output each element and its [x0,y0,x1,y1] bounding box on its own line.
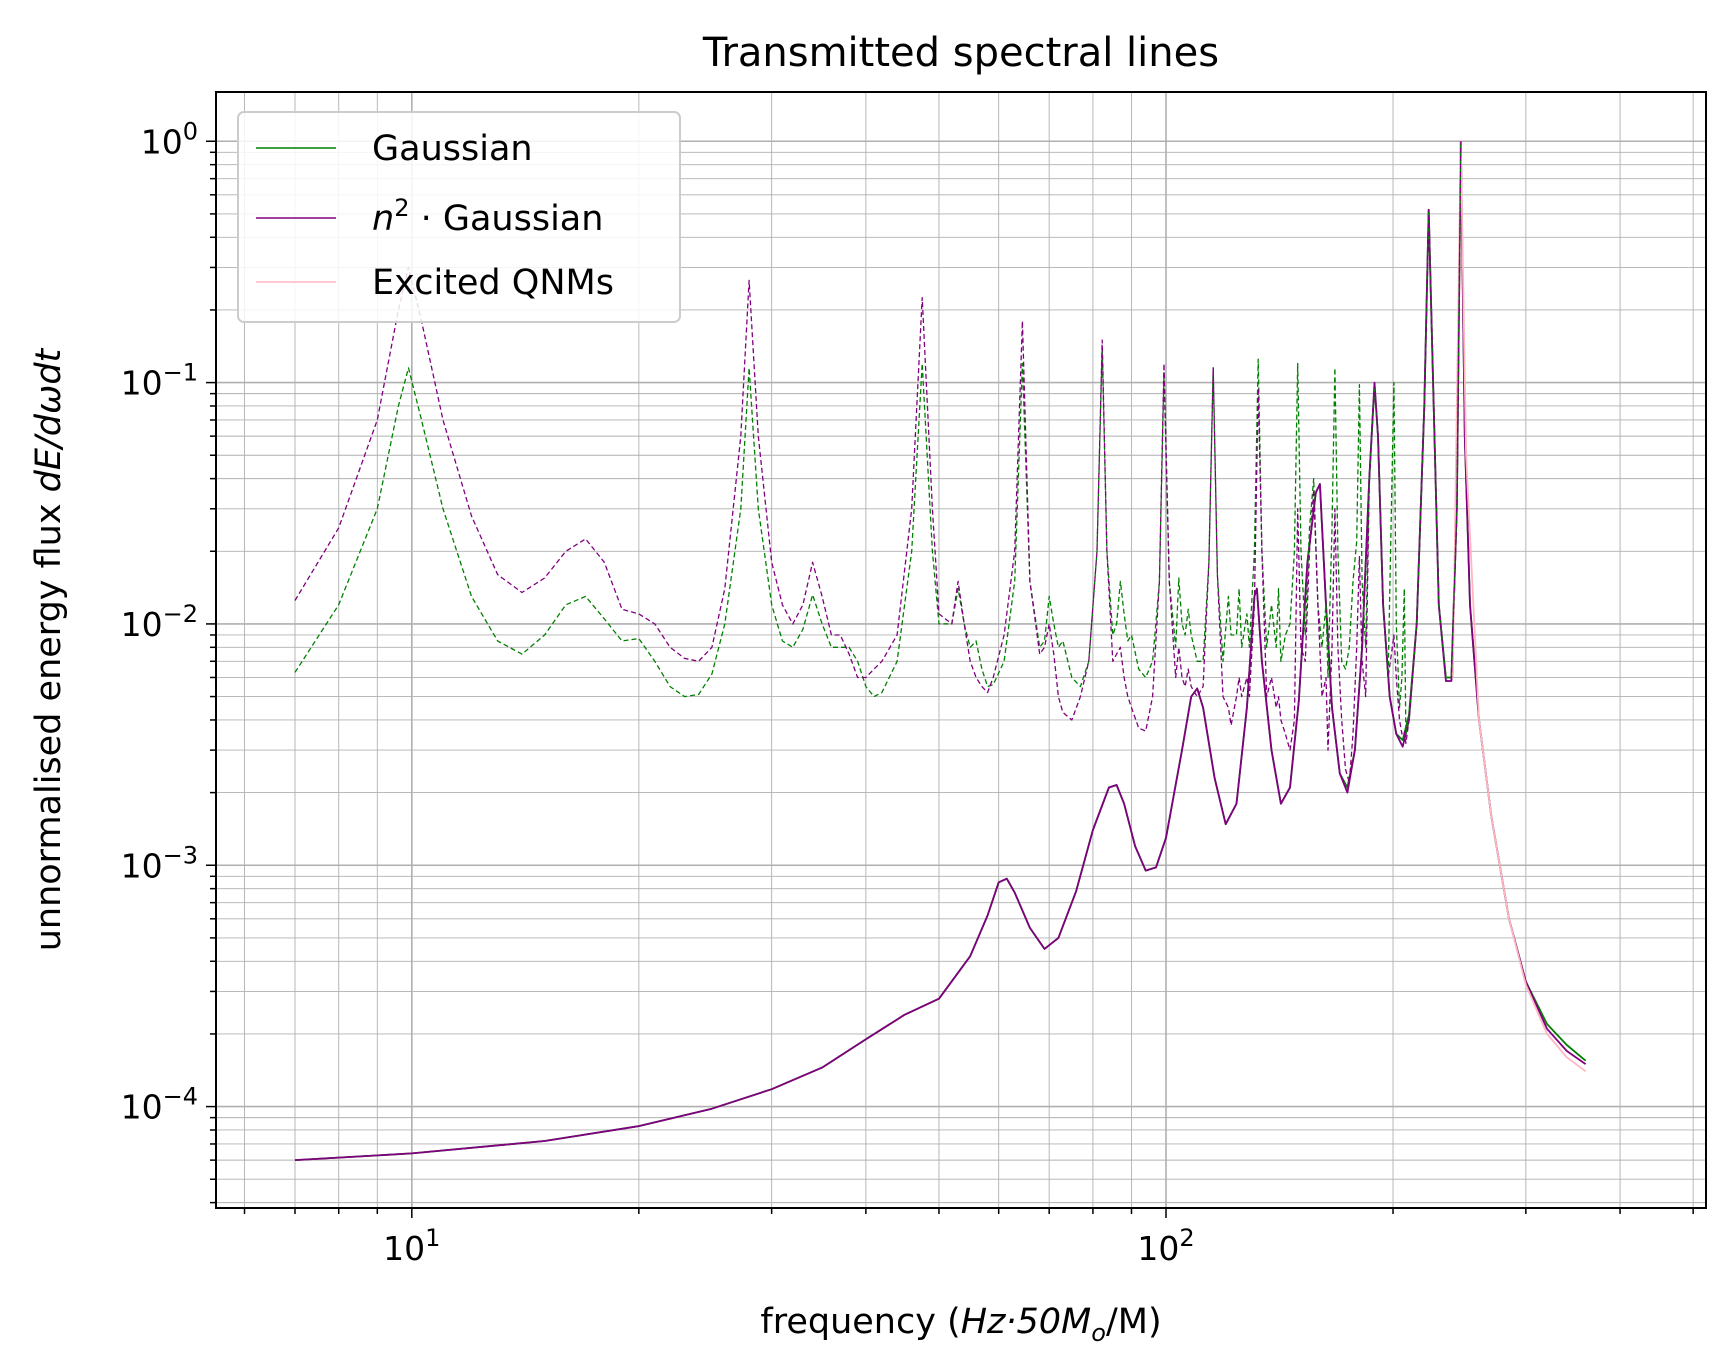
y-axis-label-math: dE/dωdt [29,347,69,492]
chart-title: Transmitted spectral lines [702,30,1219,76]
x-tick-label-base: 10 [1137,1229,1179,1268]
series-layer [294,140,1587,1161]
y-tick-label: 100 [141,117,198,161]
x-axis-label-suffix: /M) [1106,1302,1162,1342]
x-axis-label-prefix: frequency ( [760,1302,960,1342]
x-axis-label-math: Hz·50M [961,1302,1092,1342]
series-line-dashed-4 [294,141,1462,784]
legend-label-gaussian: Gaussian [372,129,533,169]
x-tick-label: 101 [383,1224,440,1268]
y-tick-label-base: 10 [121,364,163,403]
legend-label-n2-rest: · Gaussian [409,199,603,239]
x-tick-label-exponent: 2 [1179,1224,1194,1252]
y-tick-label-base: 10 [141,122,183,161]
y-tick-label: 10−3 [121,841,198,885]
legend-label-n2-gaussian: n2 · Gaussian [372,194,603,239]
x-tick-label-exponent: 1 [425,1224,440,1252]
y-tick-label-base: 10 [121,1088,163,1127]
x-tick-label-base: 10 [383,1229,425,1268]
y-tick-label-base: 10 [121,846,163,885]
legend-label-excited-qnms: Excited QNMs [372,263,614,303]
y-tick-label-exponent: −1 [163,359,198,387]
y-tick-label: 10−4 [121,1083,198,1127]
legend-label-n2-superscript: 2 [394,194,409,222]
series-line-dashed-3 [294,141,1462,735]
y-axis-label-prefix: unnormalised energy flux [29,492,69,951]
legend-label-n2-math: n [372,199,394,239]
legend: Gaussian n2 · Gaussian Excited QNMs [237,111,681,323]
x-tick-label: 102 [1137,1224,1194,1268]
y-tick-label: 10−1 [121,359,198,403]
x-axis-label: frequency (Hz·50Mo/M) [760,1302,1161,1347]
plot-frame [215,91,1707,1209]
series-line-2 [1451,140,1587,1073]
y-tick-label: 10−2 [121,600,198,644]
y-tick-label-exponent: −2 [163,600,198,628]
y-axis-label: unnormalised energy flux dE/dωdt [29,347,69,951]
legend-box [237,111,681,323]
y-tick-label-exponent: −3 [163,841,198,869]
x-axis-label-subscript: o [1091,1319,1106,1347]
y-tick-label-exponent: −4 [163,1083,198,1111]
y-tick-label-exponent: 0 [183,117,198,145]
y-tick-label-base: 10 [121,605,163,644]
